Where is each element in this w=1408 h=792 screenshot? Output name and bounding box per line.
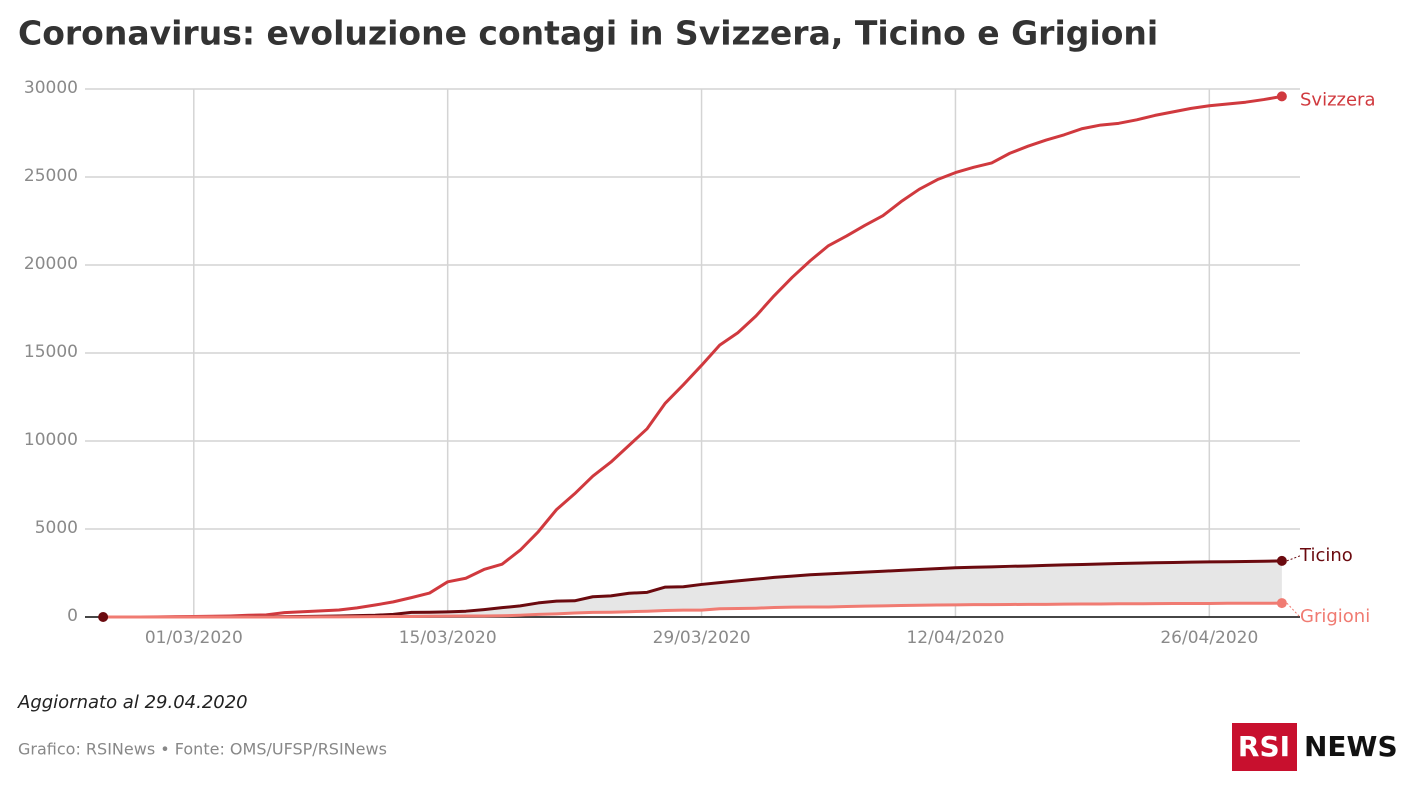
y-tick-label: 15000 — [24, 342, 78, 362]
y-tick-label: 20000 — [24, 254, 78, 274]
logo-box — [1232, 723, 1297, 771]
start-dot — [98, 612, 109, 622]
y-tick-label: 0 — [67, 606, 78, 626]
series-line — [103, 94, 1283, 619]
end-dot — [1276, 555, 1287, 566]
source: Grafico: RSINews • Fonte: OMS/UFSP/RSINe… — [18, 740, 387, 759]
x-tick-label: 26/04/2020 — [1160, 628, 1258, 648]
label-connector — [1286, 555, 1301, 562]
series-line — [103, 601, 1282, 619]
plot: 0 5000 10000 15000 20000 25000 30000 01/03/2020… — [24, 78, 1376, 648]
y-tick-label: 25000 — [24, 166, 78, 186]
y-tick-label: 5000 — [35, 518, 78, 538]
y-tick-label: 10000 — [24, 430, 78, 450]
chart-title: Coronavirus: evoluzione contagi in Svizz… — [18, 14, 1158, 53]
x-tick-label: 12/04/2020 — [906, 628, 1004, 648]
legend-label: Grigioni — [1300, 606, 1370, 627]
y-tick-label: 30000 — [24, 78, 78, 98]
x-tick-label: 29/03/2020 — [653, 628, 751, 648]
legend-label: Ticino — [1299, 545, 1353, 566]
end-dot — [1276, 598, 1287, 609]
end-dot — [1276, 91, 1287, 102]
x-tick-label: 15/03/2020 — [399, 628, 497, 648]
area-fill — [103, 560, 1282, 617]
x-tick-label: 01/03/2020 — [145, 628, 243, 648]
label-connector — [1286, 602, 1301, 618]
update-note: Aggiornato al 29.04.2020 — [17, 692, 248, 713]
logo-news: NEWS — [1304, 730, 1398, 763]
logo-rsi: RSI — [1238, 730, 1290, 763]
legend-label: Svizzera — [1300, 89, 1375, 110]
